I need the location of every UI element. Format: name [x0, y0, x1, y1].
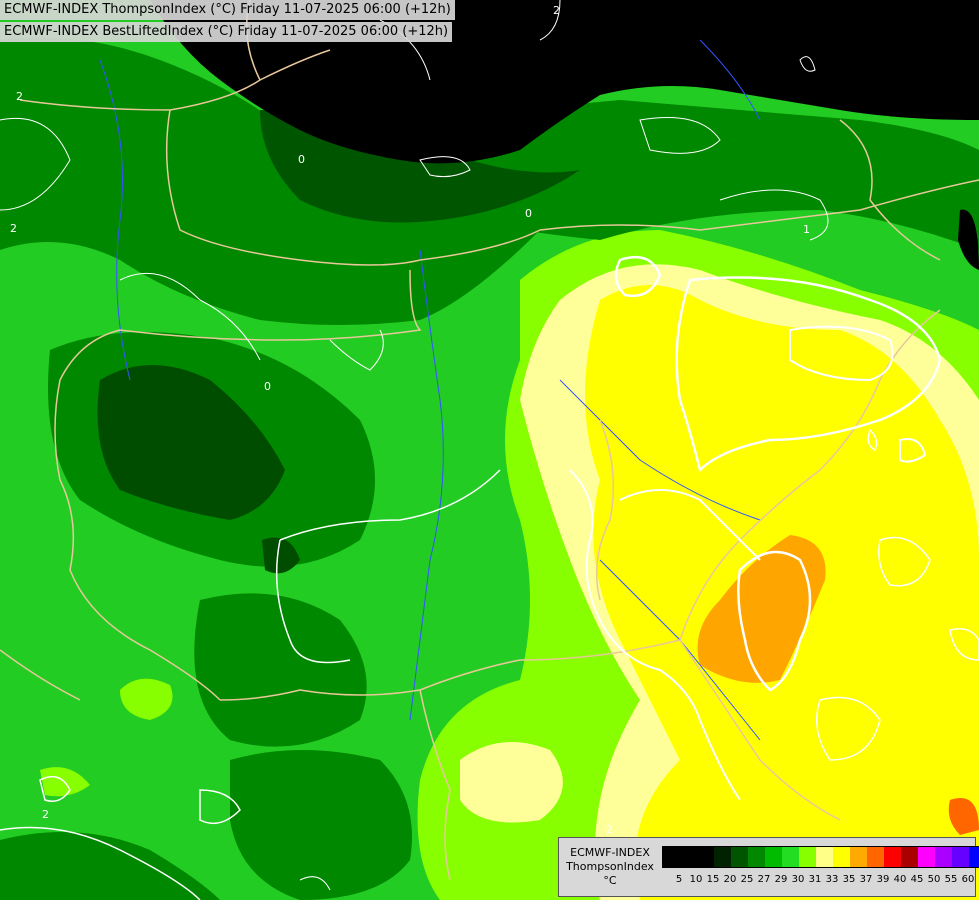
midgreen-zone-southwest	[0, 832, 220, 900]
legend-tick: 27	[757, 874, 771, 885]
legend-swatch	[748, 847, 765, 867]
legend-tick: 25	[740, 874, 754, 885]
midgreen-zone-southcenter	[230, 750, 412, 900]
contour-label: 2	[10, 222, 17, 235]
contour-label: 0	[525, 207, 532, 220]
legend-tick: 45	[910, 874, 924, 885]
legend-swatch	[833, 847, 850, 867]
legend-tick: 50	[927, 874, 941, 885]
legend-color-ramp	[662, 846, 979, 868]
legend-swatch	[816, 847, 833, 867]
contour-label: 0	[298, 153, 305, 166]
legend-swatch	[884, 847, 901, 867]
legend-tick: 15	[706, 874, 720, 885]
contour-label: 0	[264, 380, 271, 393]
legend-tick: 31	[808, 874, 822, 885]
legend-tick: 37	[859, 874, 873, 885]
map-title-thompson-index: ECMWF-INDEX ThompsonIndex (°C) Friday 11…	[0, 0, 455, 20]
legend-swatch	[731, 847, 748, 867]
legend-tick: 39	[876, 874, 890, 885]
legend-swatch	[697, 847, 714, 867]
legend-variable: ThompsonIndex	[566, 860, 654, 873]
legend-swatch	[799, 847, 816, 867]
black-zone-east	[958, 209, 979, 270]
legend-tick: 29	[774, 874, 788, 885]
lime-zone-west	[120, 678, 173, 720]
legend-tick: 33	[825, 874, 839, 885]
legend-tick: 5	[675, 874, 683, 885]
contour-label: 2	[553, 4, 560, 17]
darkgreen-zone-small	[262, 537, 300, 574]
legend-tick: 30	[791, 874, 805, 885]
legend-swatch	[935, 847, 952, 867]
legend-tick: 20	[723, 874, 737, 885]
legend-tick: 35	[842, 874, 856, 885]
legend-swatch	[850, 847, 867, 867]
legend-swatch	[918, 847, 935, 867]
contour-label: 2	[16, 90, 23, 103]
darkgreen-zone	[97, 365, 285, 520]
color-legend: ECMWF-INDEX ThompsonIndex °C 5 10 15 20 25 27…	[558, 837, 979, 897]
legend-swatch	[782, 847, 799, 867]
contour-label-group: 2 2 0 0 0 2 1 2 2	[10, 4, 810, 836]
lightyellow-zone-south	[460, 742, 563, 823]
legend-tick: 10	[689, 874, 703, 885]
legend-swatch	[969, 847, 979, 867]
legend-model: ECMWF-INDEX	[570, 846, 650, 859]
legend-swatch	[663, 847, 680, 867]
legend-swatch	[952, 847, 969, 867]
contour-label: 2	[42, 808, 49, 821]
contour-label: 1	[803, 223, 810, 236]
legend-swatch	[680, 847, 697, 867]
legend-tick: 55	[944, 874, 958, 885]
legend-tick: 60	[961, 874, 975, 885]
legend-swatch	[901, 847, 918, 867]
legend-title: ECMWF-INDEX ThompsonIndex °C	[563, 846, 657, 888]
midgreen-zone-south	[194, 593, 367, 747]
legend-unit: °C	[603, 874, 617, 887]
legend-tick: 40	[893, 874, 907, 885]
contour-label: 2	[606, 823, 613, 836]
orange-zone-edge	[948, 798, 979, 835]
legend-swatch	[765, 847, 782, 867]
map-title-best-lifted-index: ECMWF-INDEX BestLiftedIndex (°C) Friday …	[0, 22, 453, 42]
legend-swatch	[867, 847, 884, 867]
legend-swatch	[714, 847, 731, 867]
orange-zone	[697, 535, 826, 683]
